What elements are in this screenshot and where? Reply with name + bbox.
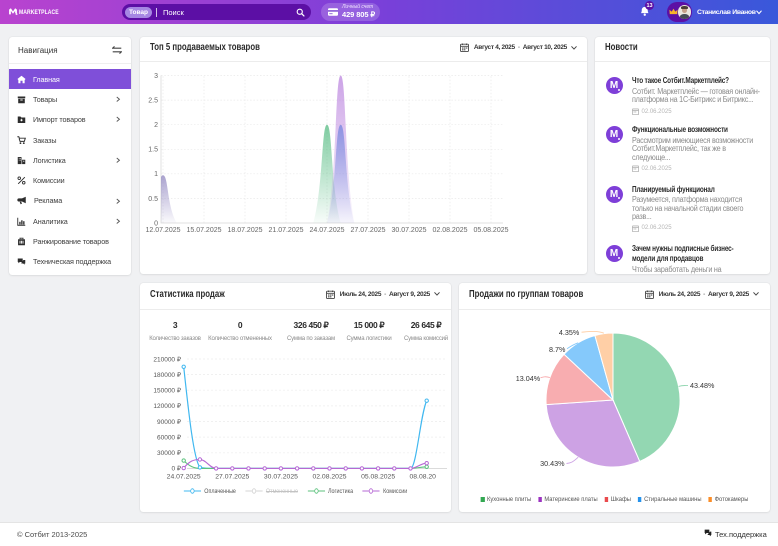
svg-text:13.04%: 13.04% (516, 374, 541, 383)
svg-text:43.48%: 43.48% (690, 381, 715, 390)
svg-text:0.5: 0.5 (148, 196, 158, 203)
svg-text:4.35%: 4.35% (559, 328, 580, 337)
svg-text:08.08.20: 08.08.20 (410, 474, 437, 481)
svg-text:27.07.2025: 27.07.2025 (215, 474, 249, 481)
svg-text:30.07.2025: 30.07.2025 (264, 474, 298, 481)
svg-text:30.43%: 30.43% (540, 459, 565, 468)
svg-text:3: 3 (154, 73, 158, 80)
svg-text:15.07.2025: 15.07.2025 (186, 227, 221, 234)
svg-text:210000 ₽: 210000 ₽ (153, 355, 181, 363)
svg-text:1: 1 (154, 171, 158, 178)
svg-text:12.07.2025: 12.07.2025 (145, 227, 180, 234)
svg-text:2: 2 (154, 122, 158, 129)
svg-text:180000 ₽: 180000 ₽ (153, 371, 181, 379)
svg-text:150000 ₽: 150000 ₽ (153, 387, 181, 395)
svg-text:02.08.2025: 02.08.2025 (432, 227, 467, 234)
svg-text:05.08.2025: 05.08.2025 (361, 474, 395, 481)
svg-text:02.08.2025: 02.08.2025 (312, 474, 346, 481)
svg-text:21.07.2025: 21.07.2025 (268, 227, 303, 234)
svg-text:18.07.2025: 18.07.2025 (227, 227, 262, 234)
svg-text:24.07.2025: 24.07.2025 (309, 227, 344, 234)
svg-text:120000 ₽: 120000 ₽ (153, 402, 181, 410)
svg-text:27.07.2025: 27.07.2025 (350, 227, 385, 234)
svg-text:24.07.2025: 24.07.2025 (167, 474, 201, 481)
svg-text:0: 0 (154, 220, 158, 227)
svg-text:2.5: 2.5 (148, 98, 158, 105)
svg-text:0 ₽: 0 ₽ (171, 465, 181, 473)
svg-text:30.07.2025: 30.07.2025 (391, 227, 426, 234)
svg-text:30000 ₽: 30000 ₽ (157, 449, 182, 457)
svg-text:05.08.2025: 05.08.2025 (473, 227, 508, 234)
svg-text:1.5: 1.5 (148, 147, 158, 154)
svg-text:90000 ₽: 90000 ₽ (157, 418, 182, 426)
svg-text:60000 ₽: 60000 ₽ (157, 433, 182, 441)
svg-text:8.7%: 8.7% (549, 345, 566, 354)
